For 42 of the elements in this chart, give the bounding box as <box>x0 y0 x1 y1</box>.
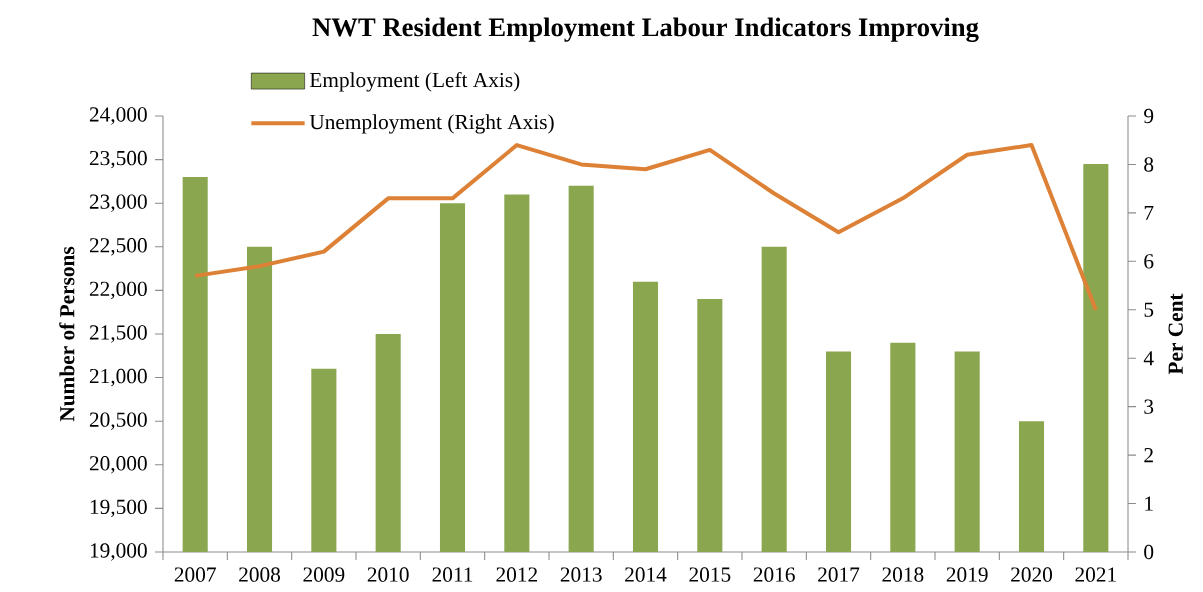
x-tick-label: 2007 <box>174 567 216 582</box>
y2-tick-label: 6 <box>1144 254 1154 269</box>
y2-tick-label: 5 <box>1144 302 1154 317</box>
y2-tick-label: 8 <box>1144 157 1154 172</box>
line-series <box>193 143 1098 312</box>
y-tick-label: 20,500 <box>89 412 147 430</box>
y-tick-label: 20,000 <box>89 456 147 474</box>
y-tick-label: 21,000 <box>89 368 147 387</box>
y2-axis-title: Per Cent <box>1168 293 1183 375</box>
y2-tick-label: 3 <box>1144 399 1154 414</box>
y-axis-title: Number of Persons <box>59 246 75 422</box>
y-tick-label: 22,000 <box>89 281 147 300</box>
y-tick-label: 24,000 <box>89 107 147 125</box>
x-tick-label: 2018 <box>882 567 924 582</box>
x-tick-label: 2014 <box>625 567 667 582</box>
x-tick-label: 2013 <box>560 567 602 582</box>
y-tick-label: 23,000 <box>89 194 147 212</box>
chart-title: NWT Resident Employment Labour Indicators Improving <box>312 17 979 42</box>
y2-tick-label: 4 <box>1143 351 1154 366</box>
y2-tick-label: 2 <box>1144 448 1153 463</box>
x-tick-label: 2019 <box>946 567 988 582</box>
x-tick-label: 2017 <box>818 567 860 582</box>
y-tick-label: 19,000 <box>90 543 147 561</box>
x-tick-label: 2011 <box>432 567 473 582</box>
x-tick-label: 2021 <box>1075 567 1116 582</box>
x-tick-label: 2015 <box>689 567 731 582</box>
y-tick-label: 23,500 <box>89 150 147 169</box>
legend-label: Unemployment (Right Axis) <box>309 114 554 134</box>
y-tick-label: 22,500 <box>89 238 147 256</box>
x-tick-label: 2008 <box>239 567 281 582</box>
y2-tick-label: 7 <box>1144 205 1154 220</box>
y-tick-label: 21,500 <box>89 325 147 343</box>
y-tick-label: 19,500 <box>90 499 147 518</box>
x-tick-label: 2020 <box>1011 567 1053 582</box>
legend-label: Employment (Left Axis) <box>309 71 520 92</box>
x-tick-label: 2016 <box>753 567 795 582</box>
y2-tick-label: 0 <box>1144 544 1154 560</box>
y2-tick-label: 9 <box>1144 108 1154 124</box>
x-tick-label: 2012 <box>496 567 537 582</box>
y2-tick-label: 1 <box>1145 496 1153 511</box>
x-tick-label: 2010 <box>367 567 409 582</box>
x-tick-label: 2009 <box>303 567 345 582</box>
